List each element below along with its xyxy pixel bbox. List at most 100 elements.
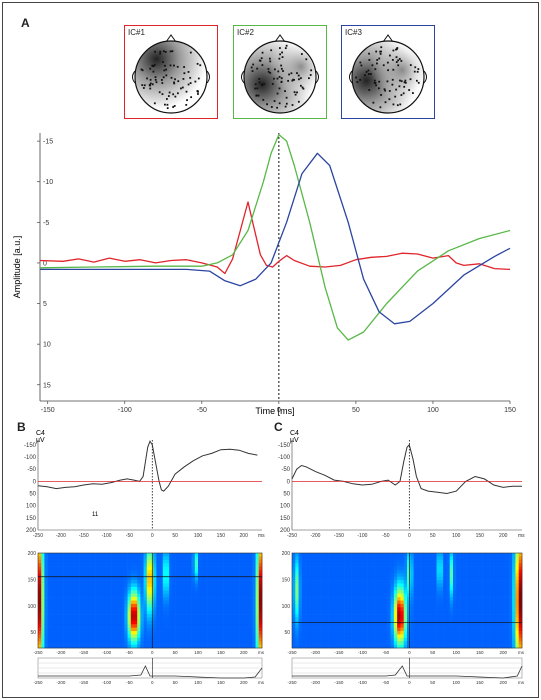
electrode-dot bbox=[377, 80, 380, 83]
electrode-dot bbox=[173, 95, 176, 97]
electrode-dot bbox=[309, 73, 312, 76]
electrode-dot bbox=[154, 78, 157, 81]
electrode-dot bbox=[261, 63, 263, 66]
electrode-dot bbox=[154, 75, 156, 78]
electrode-dot bbox=[396, 63, 399, 66]
panel-label-b: B bbox=[17, 420, 26, 434]
topomap-ic1: IC#1 bbox=[124, 25, 218, 119]
electrode-dot bbox=[251, 63, 254, 65]
electrode-dot bbox=[188, 76, 191, 79]
electrode-dot bbox=[148, 87, 151, 89]
electrode-dot bbox=[255, 86, 258, 89]
electrode-dot bbox=[396, 103, 399, 106]
electrode-dot bbox=[169, 63, 171, 66]
electrode-dot bbox=[393, 95, 396, 98]
electrode-dot bbox=[163, 103, 166, 106]
electrode-dot bbox=[176, 65, 179, 68]
electrode-dot bbox=[395, 46, 398, 49]
electrode-dot bbox=[302, 87, 304, 90]
electrode-dot bbox=[189, 81, 192, 84]
left-ear bbox=[131, 70, 135, 83]
left-ear bbox=[240, 70, 244, 83]
electrode-dot bbox=[272, 77, 275, 80]
electrode-dot bbox=[379, 93, 382, 96]
electrode-dot bbox=[367, 88, 370, 91]
electrode-dot bbox=[383, 87, 385, 90]
electrode-dot bbox=[151, 82, 154, 85]
electrode-dot bbox=[278, 46, 281, 49]
electrode-dot bbox=[281, 55, 283, 58]
electrode-dot bbox=[172, 80, 175, 83]
electrode-dot bbox=[374, 81, 376, 84]
electrode-dot bbox=[167, 94, 170, 97]
electrode-dot bbox=[185, 98, 188, 101]
electrode-dot bbox=[162, 68, 165, 71]
electrode-dot bbox=[269, 48, 272, 51]
electrode-dot bbox=[171, 92, 174, 95]
electrode-dot bbox=[165, 97, 168, 100]
electrode-dot bbox=[173, 77, 176, 80]
electrode-dot bbox=[379, 50, 382, 52]
electrode-dot bbox=[251, 69, 253, 72]
electrode-dot bbox=[295, 91, 298, 93]
electrode-dot bbox=[254, 82, 257, 85]
electrode-dot bbox=[255, 67, 258, 70]
electrode-dot bbox=[187, 70, 189, 73]
head-shading bbox=[352, 41, 423, 112]
electrode-dot bbox=[367, 52, 370, 55]
electrode-dot bbox=[160, 81, 163, 84]
electrode-dot bbox=[153, 101, 156, 104]
electrode-dot bbox=[158, 52, 161, 55]
electrode-dot bbox=[367, 72, 370, 75]
electrode-dot bbox=[278, 101, 281, 104]
electrode-dot bbox=[392, 49, 394, 51]
electrode-dot bbox=[358, 61, 361, 63]
topomap-ic2: IC#2 bbox=[233, 25, 327, 119]
electrode-dot bbox=[283, 89, 286, 92]
electrode-dot bbox=[176, 91, 179, 94]
electrode-dot bbox=[403, 79, 406, 82]
electrode-dot bbox=[142, 86, 145, 89]
electrode-dot bbox=[297, 77, 300, 80]
electrode-dot bbox=[268, 59, 271, 62]
electrode-dot bbox=[278, 87, 280, 89]
electrode-dot bbox=[152, 70, 154, 73]
electrode-dot bbox=[367, 58, 370, 61]
electrode-dot bbox=[413, 70, 416, 73]
electrode-dot bbox=[166, 103, 168, 106]
nose bbox=[165, 33, 176, 42]
electrode-dot bbox=[403, 80, 405, 83]
electrode-dot bbox=[162, 49, 165, 52]
electrode-dot bbox=[276, 77, 278, 79]
panel-label-a: A bbox=[21, 16, 30, 30]
electrode-dot bbox=[198, 63, 201, 66]
electrode-dot bbox=[399, 59, 402, 62]
electrode-dot bbox=[196, 92, 199, 95]
electrode-dot bbox=[193, 80, 196, 82]
electrode-dot bbox=[309, 68, 312, 71]
electrode-dot bbox=[284, 105, 287, 107]
electrode-dot bbox=[145, 77, 148, 79]
electrode-dot bbox=[273, 99, 275, 102]
electrode-dot bbox=[355, 80, 358, 83]
electrode-dot bbox=[140, 68, 142, 70]
electrode-dot bbox=[189, 51, 192, 53]
electrode-dot bbox=[417, 81, 420, 84]
electrode-dot bbox=[280, 80, 283, 83]
electrode-dot bbox=[354, 76, 357, 78]
electrode-dot bbox=[285, 102, 288, 105]
electrode-dot bbox=[378, 105, 381, 108]
electrode-dot bbox=[378, 50, 381, 53]
electrode-dot bbox=[281, 69, 284, 72]
electrode-dot bbox=[267, 70, 270, 73]
electrode-dot bbox=[384, 100, 386, 103]
electrode-dot bbox=[291, 103, 293, 106]
electrode-dot bbox=[258, 59, 261, 61]
electrode-dot bbox=[300, 52, 303, 55]
electrode-dot bbox=[292, 78, 295, 81]
electrode-dot bbox=[268, 57, 271, 60]
electrode-dot bbox=[176, 79, 179, 82]
electrode-dot bbox=[295, 71, 298, 74]
electrode-dot bbox=[371, 101, 374, 104]
electrode-dot bbox=[402, 85, 405, 88]
